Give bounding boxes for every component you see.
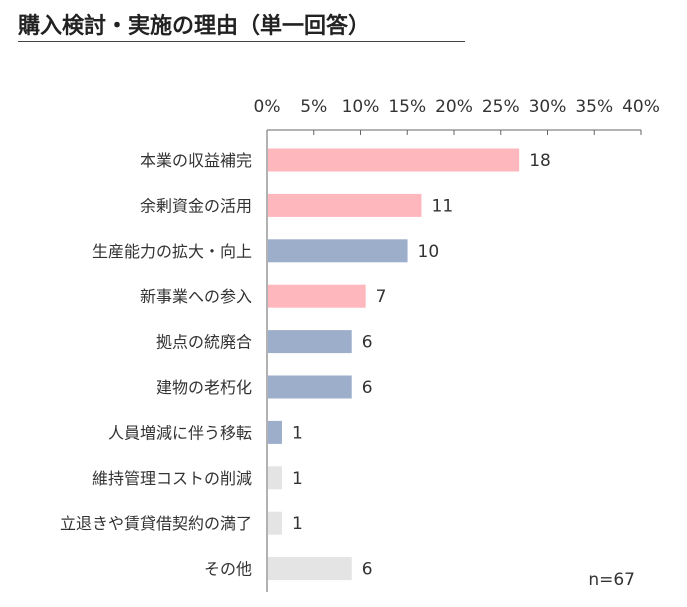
category-label: 本業の収益補完 bbox=[140, 151, 252, 170]
x-tick-label: 10% bbox=[342, 97, 380, 117]
value-label: 6 bbox=[362, 560, 373, 580]
category-label: 新事業への参入 bbox=[140, 287, 252, 306]
x-tick-label: 35% bbox=[575, 97, 613, 117]
bar bbox=[268, 148, 520, 172]
value-label: 18 bbox=[529, 151, 551, 171]
category-label: 維持管理コストの削減 bbox=[92, 469, 252, 488]
x-tick-label: 5% bbox=[300, 97, 327, 117]
bar bbox=[268, 330, 352, 354]
bar bbox=[268, 193, 422, 217]
value-label: 1 bbox=[292, 469, 303, 489]
value-label: 6 bbox=[362, 333, 373, 353]
bar bbox=[268, 511, 282, 535]
value-label: 7 bbox=[376, 287, 387, 307]
x-tick-label: 0% bbox=[254, 97, 281, 117]
x-tick-label: 15% bbox=[388, 97, 426, 117]
x-tick-label: 20% bbox=[435, 97, 473, 117]
category-label: 余剰資金の活用 bbox=[140, 196, 252, 215]
x-tick-label: 25% bbox=[482, 97, 520, 117]
category-label: その他 bbox=[204, 560, 252, 579]
bar bbox=[268, 557, 352, 581]
sample-size-label: n=67 bbox=[588, 570, 635, 590]
category-label: 立退きや賃貸借契約の満了 bbox=[60, 514, 252, 533]
chart-title: 購入検討・実施の理由（単一回答） bbox=[18, 12, 465, 42]
bar bbox=[268, 239, 408, 263]
bar bbox=[268, 466, 282, 490]
category-label: 拠点の統廃合 bbox=[156, 333, 252, 352]
category-label: 生産能力の拡大・向上 bbox=[92, 242, 252, 261]
value-label: 1 bbox=[292, 423, 303, 443]
x-tick-label: 40% bbox=[622, 97, 660, 117]
value-label: 6 bbox=[362, 378, 373, 398]
value-label: 1 bbox=[292, 514, 303, 534]
x-tick-label: 30% bbox=[529, 97, 567, 117]
category-label: 建物の老朽化 bbox=[156, 378, 252, 397]
value-label: 11 bbox=[432, 196, 454, 216]
bar bbox=[268, 420, 282, 444]
bar bbox=[268, 375, 352, 399]
bar bbox=[268, 284, 366, 308]
value-label: 10 bbox=[418, 242, 440, 262]
category-label: 人員増減に伴う移転 bbox=[108, 423, 252, 442]
